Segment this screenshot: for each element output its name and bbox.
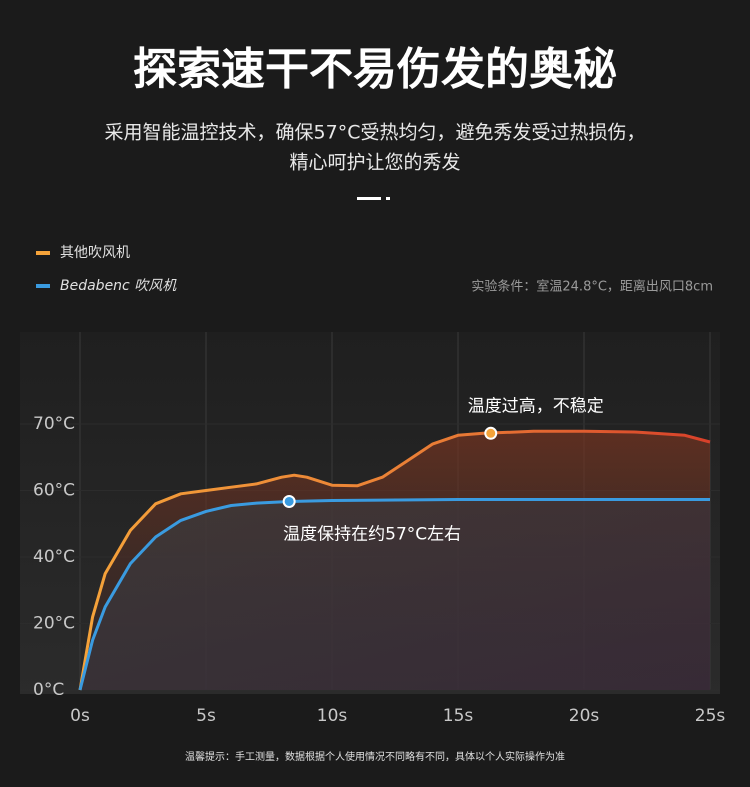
- annotation: 温度保持在约57°C左右: [283, 524, 461, 544]
- x-tick-label: 25s: [695, 706, 726, 726]
- subtitle: 采用智能温控技术，确保57°C受热均匀，避免秀发受过热损伤，: [105, 122, 646, 144]
- x-tick-label: 15s: [443, 706, 474, 726]
- annotation-marker: [484, 426, 498, 440]
- x-tick-label: 0s: [70, 706, 90, 726]
- annotation-marker: [282, 494, 296, 508]
- x-tick-label: 10s: [317, 706, 348, 726]
- annotation: 温度过高，不稳定: [468, 396, 604, 416]
- area: [80, 499, 710, 690]
- title: 探索速干不易伤发的奥秘: [133, 44, 617, 95]
- note: 实验条件：室温24.8°C，距离出风口8cm: [471, 279, 713, 295]
- legend-label: Bedabenc 吹风机: [60, 278, 177, 294]
- legend-swatch: [36, 284, 50, 288]
- divider: [357, 197, 381, 200]
- y-tick-label: 0°C: [33, 680, 64, 700]
- line: [78, 429, 711, 691]
- legend-label: 其他吹风机: [60, 245, 130, 261]
- y-tick-label: 70°C: [33, 414, 75, 434]
- legend-swatch: [36, 251, 50, 255]
- x-tick-label: 20s: [569, 706, 600, 726]
- divider: [386, 197, 390, 200]
- subtitle: 精心呵护让您的秀发: [289, 152, 460, 174]
- footnote: 温馨提示：手工测量，数据根据个人使用情况不同略有不同，具体以个人实际操作为准: [185, 750, 565, 763]
- x-tick-label: 5s: [196, 706, 216, 726]
- y-tick-label: 60°C: [33, 481, 75, 501]
- y-tick-label: 20°C: [33, 614, 75, 634]
- y-tick-label: 40°C: [33, 547, 75, 567]
- line: [78, 498, 710, 691]
